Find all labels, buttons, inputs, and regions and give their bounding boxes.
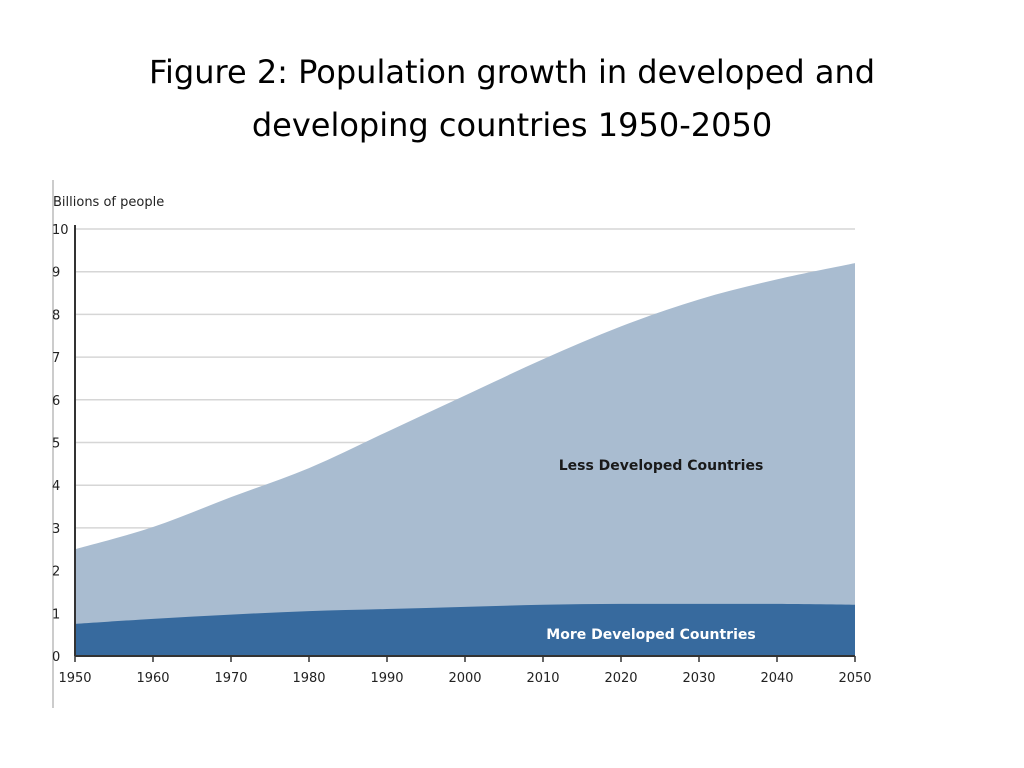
area-more-developed — [75, 603, 855, 656]
y-tick-label: 9 — [52, 266, 60, 281]
axes — [74, 225, 856, 662]
y-tick-label: 10 — [52, 223, 69, 238]
stacked-areas — [75, 263, 855, 656]
series-labels: Less Developed Countries More Developed C… — [546, 458, 763, 643]
slide-title-line-2: developing countries 1950-2050 — [251, 106, 773, 144]
area-less-developed — [75, 263, 855, 656]
x-tick-label: 2000 — [448, 671, 481, 686]
x-tick-label: 1970 — [214, 671, 247, 686]
x-tick-label: 1960 — [136, 671, 169, 686]
y-tick-label: 4 — [52, 479, 60, 494]
slide-title: Figure 2: Population growth in developed… — [0, 46, 1024, 152]
x-tick-label: 2010 — [526, 671, 559, 686]
y-tick-label: 2 — [52, 565, 60, 580]
label-less-developed: Less Developed Countries — [559, 458, 764, 474]
x-tick-label: 1950 — [58, 671, 91, 686]
x-tick-labels: 1950 1960 1970 1980 1990 2000 2010 2020 2030 2040… — [58, 671, 871, 686]
y-unit-label: Billions of people — [53, 195, 164, 210]
x-tick-label: 2040 — [760, 671, 793, 686]
x-tick-label: 2050 — [838, 671, 871, 686]
x-tick-label: 2030 — [682, 671, 715, 686]
y-tick-labels: 0 1 2 3 4 5 6 7 8 9 10 — [52, 223, 69, 665]
y-tick-label: 0 — [52, 650, 60, 665]
slide-title-line-1: Figure 2: Population growth in developed… — [148, 53, 876, 91]
x-tick-label: 2020 — [604, 671, 637, 686]
y-tick-label: 3 — [52, 522, 60, 537]
x-tick-label: 1980 — [292, 671, 325, 686]
x-tick-label: 1990 — [370, 671, 403, 686]
y-tick-label: 7 — [52, 351, 60, 366]
y-tick-label: 5 — [52, 437, 60, 452]
y-tick-label: 1 — [52, 607, 60, 622]
label-more-developed: More Developed Countries — [546, 627, 755, 643]
y-tick-label: 8 — [52, 308, 60, 323]
y-tick-label: 6 — [52, 394, 60, 409]
